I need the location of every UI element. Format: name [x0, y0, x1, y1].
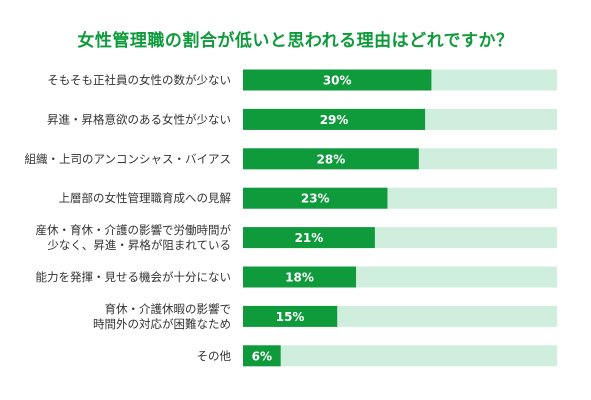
category-label: 時間外の対応が困難なため [93, 317, 231, 331]
category-label: 産休・育休・介護の影響で労働時間が [36, 223, 232, 237]
category-label: 能力を発揮・見せる機会が十分にない [36, 270, 232, 284]
bar [243, 148, 419, 170]
bar-value-label: 23% [301, 192, 330, 206]
category-label: 昇進・昇格意欲のある女性が少ない [47, 112, 231, 126]
bar-value-label: 18% [285, 271, 314, 285]
chart-title: 女性管理職の割合が低いと思われる理由はどれですか？ [77, 31, 514, 51]
bar [243, 345, 281, 367]
bar-value-label: 15% [276, 310, 305, 324]
category-label: 組織・上司のアンコンシャス・バイアス [24, 152, 231, 166]
bar-value-label: 21% [295, 231, 324, 245]
category-label: その他 [197, 349, 232, 363]
bar-track [243, 345, 557, 367]
bar-value-label: 30% [323, 74, 352, 88]
bar [243, 227, 375, 249]
category-label: 育休・介護休暇の影響で [105, 302, 232, 316]
bar [243, 187, 388, 209]
bar [243, 305, 338, 327]
bar-value-label: 29% [320, 113, 349, 127]
bar-value-label: 6% [252, 349, 272, 363]
bar [243, 69, 432, 91]
category-label: 上層部の女性管理職育成への見解 [59, 191, 232, 205]
bar [243, 108, 426, 130]
bar-value-label: 28% [317, 152, 346, 166]
category-label: そもそも正社員の女性の数が少ない [47, 73, 231, 87]
bar [243, 266, 357, 288]
category-label: 少なく、昇進・昇格が阻まれている [47, 238, 231, 252]
